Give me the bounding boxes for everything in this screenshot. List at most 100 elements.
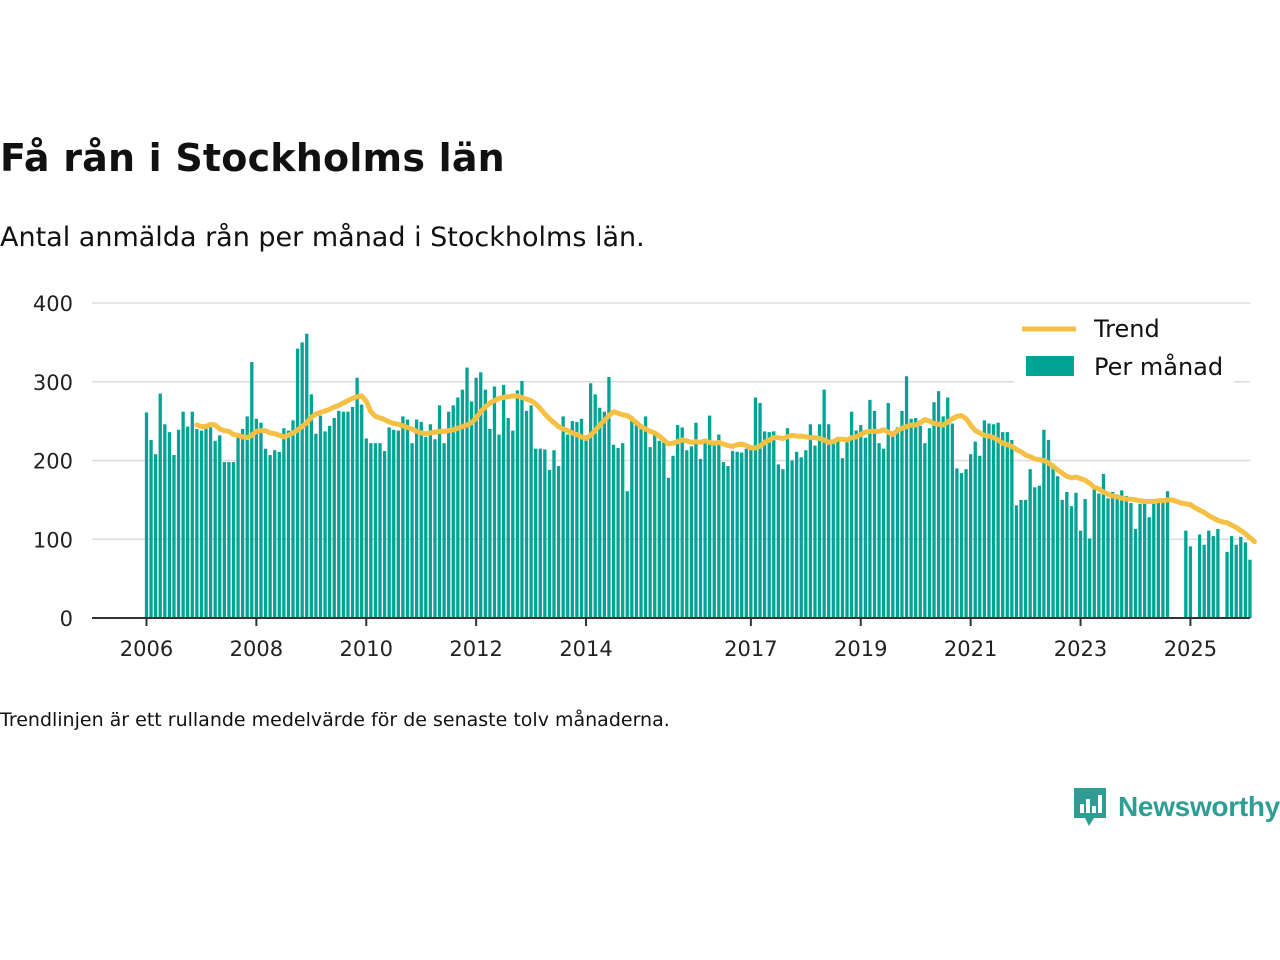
bar [1042,429,1046,618]
bar [795,451,799,618]
bar [1248,559,1252,618]
bar [286,430,291,618]
bar [744,448,748,618]
bar [689,446,694,618]
bar [822,389,826,618]
x-tick-label-2019: 2019 [834,637,887,661]
bar [378,443,382,618]
bar [433,439,437,618]
bar [726,466,730,618]
bar [282,428,286,618]
bar [534,448,538,618]
bar [1138,503,1142,618]
bar [776,464,780,618]
x-tick-label-2006: 2006 [120,637,173,661]
bar [648,447,652,618]
bar [186,426,190,618]
bar [497,434,501,618]
bar [817,424,822,618]
bar [158,393,162,618]
bar [410,443,414,618]
bar [1033,487,1037,618]
bar [1014,505,1019,618]
bar [364,438,368,618]
bar [447,411,451,618]
bar [543,449,547,618]
bar [840,458,845,618]
bar [277,451,281,618]
bar [213,440,217,618]
bar [552,450,556,618]
bar [515,390,520,618]
bar [959,473,964,618]
bar [914,417,918,618]
bar [973,441,977,618]
bar [1001,432,1005,618]
bar [511,430,515,618]
bar [1092,488,1096,618]
bar [946,397,950,618]
bar [1055,476,1060,618]
bar [987,423,991,618]
bar [753,397,758,618]
bar [1028,469,1032,618]
bar [245,416,249,618]
x-tick-label-2014: 2014 [559,637,612,661]
bar [241,429,245,618]
bar [154,454,158,618]
bar [941,416,945,618]
bar [176,429,181,618]
bar [923,443,927,618]
bar [337,410,341,618]
bar [978,455,982,618]
bar [964,469,968,618]
bar [373,443,378,618]
bar [708,415,712,618]
bar [849,411,854,618]
x-tick-label-2012: 2012 [449,637,502,661]
bar [1229,536,1234,618]
bar [785,428,790,618]
bar [566,434,570,618]
bar [969,454,973,618]
bar [836,436,840,618]
bar [634,420,639,618]
bar [863,437,867,618]
bar [474,377,478,618]
bar [904,376,909,618]
bar [341,411,346,618]
bar [996,422,1000,618]
bar [1197,534,1202,618]
bar [1152,499,1156,618]
y-tick-label-300: 300 [33,371,73,395]
bar [227,462,231,618]
bar [643,416,648,618]
chart-title: Få rån i Stockholms län [0,136,505,180]
bar [808,424,813,618]
bar [1051,467,1055,618]
bar [625,491,629,618]
bar [1110,492,1115,618]
bar [492,386,497,618]
x-tick-label-2021: 2021 [944,637,997,661]
legend-swatch-per-manad [1026,356,1074,376]
bar [854,430,858,618]
bar [1147,517,1151,618]
bar [845,441,849,618]
bar [387,427,391,618]
bar [666,477,671,618]
bar [190,411,194,618]
bar [730,451,735,618]
bar [1211,536,1215,618]
bar [1106,498,1110,618]
bar [469,401,474,618]
bar [208,427,213,618]
bar [254,418,259,618]
bar [1120,490,1124,618]
bar [1037,485,1041,618]
bar [657,440,661,618]
bar [1078,530,1083,618]
bar [346,411,350,618]
bar [524,410,529,618]
bar [1023,499,1028,618]
